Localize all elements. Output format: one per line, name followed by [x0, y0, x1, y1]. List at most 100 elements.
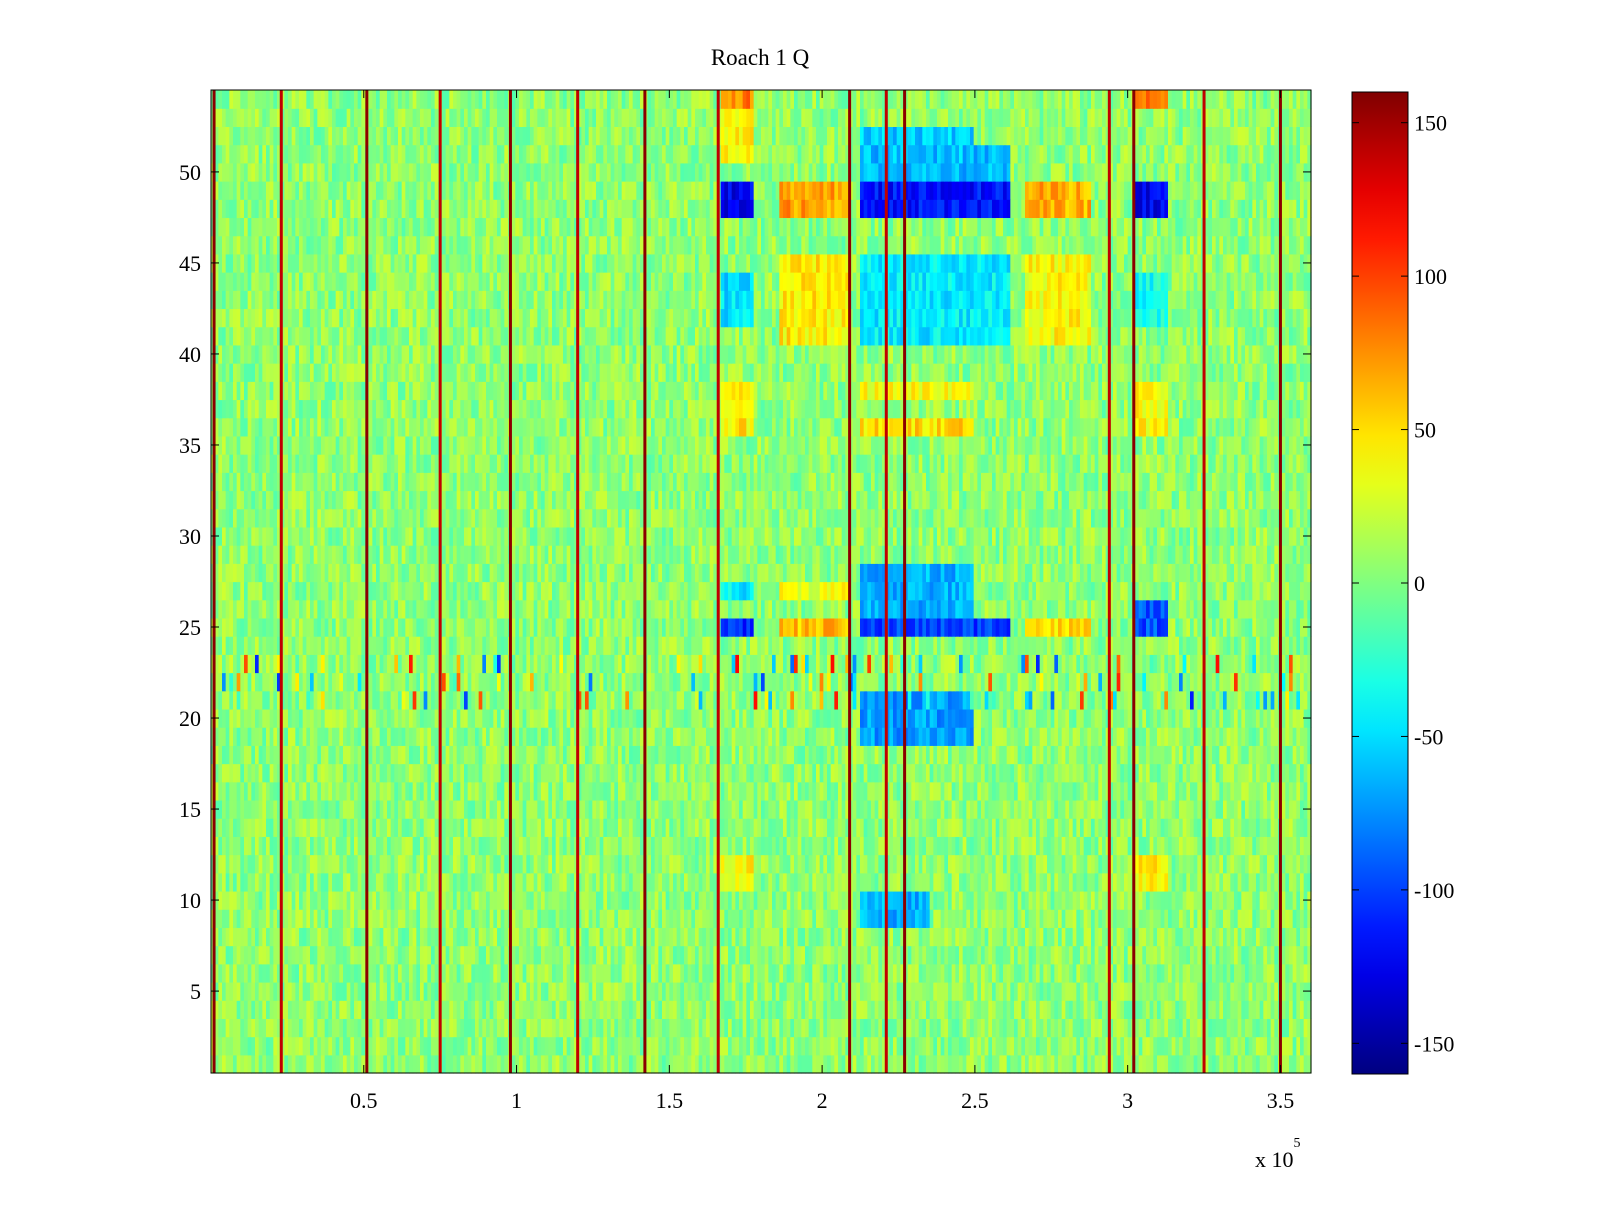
heatmap-cell [640, 799, 645, 819]
heatmap-cell [1215, 818, 1220, 837]
heatmap-cell [977, 909, 982, 928]
heatmap-cell [533, 1018, 538, 1038]
heatmap-cell [603, 963, 608, 983]
heatmap-cell [1274, 890, 1279, 910]
heatmap-cell [1230, 890, 1235, 910]
heatmap-cell [368, 799, 373, 819]
heatmap-cell [827, 945, 832, 965]
heatmap-cell [929, 1018, 934, 1038]
heatmap-cell [486, 781, 491, 801]
heatmap-cell [878, 854, 883, 874]
heatmap-cell [709, 818, 714, 837]
heatmap-cell [1171, 1018, 1176, 1038]
heatmap-cell [453, 836, 458, 856]
heatmap-cell [390, 909, 395, 928]
heatmap-cell [552, 818, 557, 837]
heatmap-cell [1237, 927, 1242, 947]
heatmap-cell [500, 927, 505, 947]
heatmap-cell [669, 836, 674, 856]
heatmap-cell [937, 927, 942, 947]
heatmap-cell [467, 854, 472, 874]
heatmap-cell [1047, 981, 1052, 1001]
heatmap-cell [948, 872, 953, 892]
heatmap-cell [1036, 890, 1041, 910]
heatmap-cell [640, 872, 645, 892]
heatmap-cell [750, 1054, 755, 1074]
heatmap-cell [603, 909, 608, 928]
heatmap-cell [797, 763, 802, 783]
heatmap-cell [332, 927, 337, 947]
heatmap-cell [779, 945, 784, 965]
heatmap-cell [1157, 1054, 1162, 1074]
heatmap-cell [1164, 799, 1169, 819]
heatmap-cell [948, 927, 953, 947]
heatmap-cell [1109, 927, 1114, 947]
heatmap-cell [548, 963, 553, 983]
heatmap-cell [486, 1036, 491, 1056]
heatmap-cell [948, 945, 953, 965]
heatmap-cell [1076, 890, 1081, 910]
heatmap-cell [1061, 981, 1066, 1001]
heatmap-cell [251, 963, 256, 983]
heatmap-cell [277, 1036, 282, 1056]
heatmap-cell [262, 1000, 267, 1019]
heatmap-cell [845, 854, 850, 874]
heatmap-cell [497, 909, 502, 928]
heatmap-cell [702, 872, 707, 892]
heatmap-cell [805, 854, 810, 874]
heatmap-cell [299, 836, 304, 856]
heatmap-cell [1017, 927, 1022, 947]
heatmap-cell [401, 799, 406, 819]
heatmap-cell [907, 854, 912, 874]
heatmap-cell [1032, 981, 1037, 1001]
heatmap-cell [1076, 1000, 1081, 1019]
heatmap-cell [651, 945, 656, 965]
heatmap-cell [324, 836, 329, 856]
heatmap-cell [284, 872, 289, 892]
heatmap-cell [702, 1000, 707, 1019]
heatmap-cell [233, 981, 238, 1001]
heatmap-cell [581, 854, 586, 874]
heatmap-cell [1017, 854, 1022, 874]
heatmap-cell [574, 890, 579, 910]
heatmap-cell [574, 1000, 579, 1019]
heatmap-cell [563, 981, 568, 1001]
heatmap-cell [750, 945, 755, 965]
heatmap-cell [1065, 781, 1070, 801]
heatmap-cell [357, 872, 362, 892]
heatmap-cell [1215, 781, 1220, 801]
heatmap-cell [603, 818, 608, 837]
heatmap-cell [361, 1000, 366, 1019]
heatmap-cell [409, 872, 414, 892]
heatmap-cell [453, 1054, 458, 1074]
heatmap-cell [1285, 909, 1290, 928]
heatmap-cell [416, 1018, 421, 1038]
heatmap-cell [1102, 890, 1107, 910]
heatmap-cell [746, 799, 751, 819]
heatmap-cell [533, 763, 538, 783]
heatmap-cell [255, 818, 260, 837]
heatmap-cell [500, 1000, 505, 1019]
heatmap-cell [981, 909, 986, 928]
heatmap-cell [893, 763, 898, 783]
heatmap-cell [900, 781, 905, 801]
heatmap-cell [1256, 854, 1261, 874]
heatmap-cell [295, 963, 300, 983]
heatmap-cell [376, 836, 381, 856]
heatmap-cell [471, 818, 476, 837]
heatmap-cell [1241, 890, 1246, 910]
heatmap-cell [255, 909, 260, 928]
heatmap-cell [434, 981, 439, 1001]
heatmap-cell [735, 927, 740, 947]
heatmap-cell [266, 818, 271, 837]
heatmap-cell [860, 927, 865, 947]
heatmap-cell [757, 872, 762, 892]
heatmap-cell [504, 1018, 509, 1038]
heatmap-cell [1105, 799, 1110, 819]
heatmap-cell [1270, 909, 1275, 928]
heatmap-cell [1241, 927, 1246, 947]
heatmap-cell [328, 963, 333, 983]
heatmap-cell [423, 1054, 428, 1074]
heatmap-cell [687, 781, 692, 801]
heatmap-cell [299, 909, 304, 928]
